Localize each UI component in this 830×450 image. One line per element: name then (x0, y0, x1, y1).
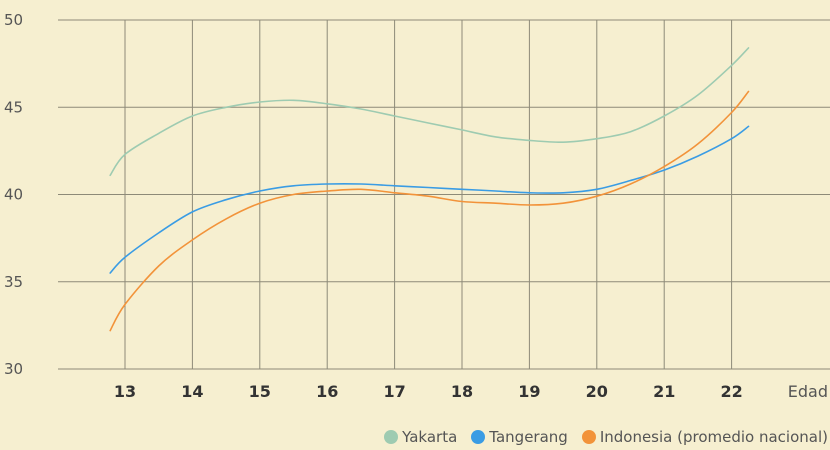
legend-swatch-yakarta (384, 430, 399, 444)
x-tick-label-15: 15 (249, 382, 271, 401)
series-line-tangerang (109, 125, 750, 274)
legend-item-yakarta: Yakarta (384, 428, 457, 446)
x-tick-label-17: 17 (383, 382, 405, 401)
x-tick-label-13: 13 (114, 382, 136, 401)
x-tick-label-19: 19 (518, 382, 540, 401)
grid (58, 19, 830, 370)
legend-swatch-indonesia (581, 430, 596, 444)
series-lines (109, 47, 750, 332)
legend-label-indonesia: Indonesia (promedio nacional) (599, 428, 828, 446)
y-tick-label-45: 45 (4, 98, 23, 116)
legend-label-tangerang: Tangerang (489, 428, 568, 446)
axis-ticks: 30 35 40 45 50 13 14 15 16 17 18 19 20 21 22 Edad (4, 11, 828, 401)
legend-swatch-tangerang (471, 430, 486, 444)
series-line-yakarta (109, 47, 750, 177)
x-tick-label-21: 21 (653, 382, 675, 401)
y-tick-label-35: 35 (4, 273, 23, 291)
series-line-indonesia-promedio-nacional (109, 90, 750, 332)
legend: Yakarta Tangerang Indonesia (promedio na… (384, 428, 828, 446)
y-tick-label-40: 40 (4, 186, 23, 204)
y-tick-label-50: 50 (4, 11, 23, 29)
x-tick-label-22: 22 (720, 382, 742, 401)
legend-label-yakarta: Yakarta (402, 428, 458, 446)
y-tick-label-30: 30 (4, 360, 23, 378)
legend-item-tangerang: Tangerang (471, 428, 568, 446)
x-tick-label-16: 16 (316, 382, 338, 401)
legend-item-indonesia: Indonesia (promedio nacional) (581, 428, 828, 446)
x-tick-label-20: 20 (586, 382, 608, 401)
x-tick-label-14: 14 (181, 382, 203, 401)
x-tick-label-18: 18 (451, 382, 473, 401)
x-axis-label: Edad (788, 382, 828, 401)
